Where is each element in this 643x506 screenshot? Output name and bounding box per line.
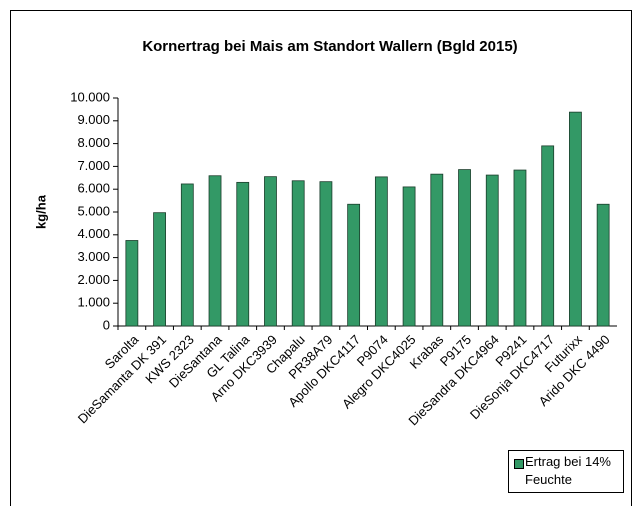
y-tick-label: 6.000 bbox=[77, 181, 110, 196]
bar bbox=[319, 181, 333, 327]
y-tick-label: 7.000 bbox=[77, 158, 110, 173]
y-tick-label: 4.000 bbox=[77, 226, 110, 241]
bar bbox=[569, 111, 582, 327]
bar bbox=[513, 169, 527, 327]
bar bbox=[596, 203, 610, 327]
y-tick-label: 8.000 bbox=[77, 135, 110, 150]
legend-label: Ertrag bei 14% Feuchte bbox=[525, 454, 611, 487]
y-tick-label: 3.000 bbox=[77, 249, 110, 264]
bar bbox=[208, 175, 222, 327]
y-tick-label: 9.000 bbox=[77, 112, 110, 127]
bar bbox=[541, 145, 555, 327]
bar bbox=[264, 176, 277, 327]
bar bbox=[485, 174, 499, 327]
legend: Ertrag bei 14% Feuchte bbox=[508, 450, 624, 493]
chart-title: Kornertrag bei Mais am Standort Wallern … bbox=[142, 38, 517, 55]
bar bbox=[458, 169, 471, 327]
bar bbox=[430, 173, 444, 327]
bar bbox=[153, 212, 166, 327]
y-tick-label: 0 bbox=[103, 317, 110, 332]
bar bbox=[374, 176, 388, 327]
y-tick-label: 10.000 bbox=[70, 89, 110, 104]
bar bbox=[291, 180, 305, 327]
legend-swatch bbox=[514, 459, 524, 469]
y-tick-label: 2.000 bbox=[77, 272, 110, 287]
bar bbox=[125, 240, 139, 327]
y-tick-label: 5.000 bbox=[77, 203, 110, 218]
bar bbox=[347, 203, 361, 327]
bar bbox=[402, 186, 416, 327]
chart-border bbox=[10, 10, 632, 506]
bar bbox=[180, 183, 194, 327]
y-axis-label: kg/ha bbox=[33, 194, 48, 229]
bar bbox=[236, 181, 250, 327]
y-tick-label: 1.000 bbox=[77, 295, 110, 310]
